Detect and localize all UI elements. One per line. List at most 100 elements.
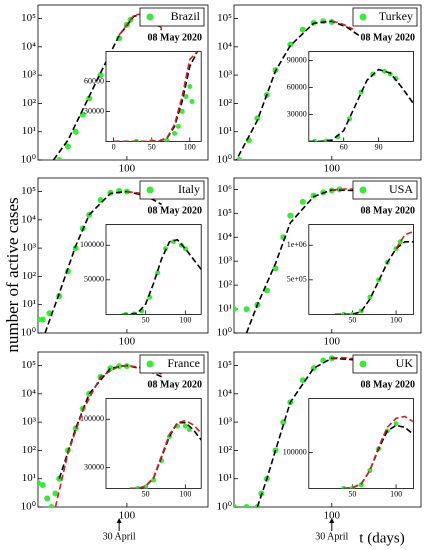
y-tick-label: 10⁰ bbox=[217, 501, 233, 513]
legend-marker bbox=[359, 360, 367, 368]
data-point bbox=[179, 108, 185, 114]
y-tick-label: 1e+06 bbox=[287, 240, 307, 249]
plot-area bbox=[235, 18, 360, 160]
y-tick-label: 10² bbox=[218, 444, 233, 456]
data-point bbox=[234, 504, 237, 507]
y-tick-label: 10⁴ bbox=[21, 213, 36, 225]
y-tick-label: 10⁰ bbox=[217, 327, 233, 339]
data-point bbox=[175, 123, 181, 129]
y-tick-label: 50000 bbox=[84, 275, 104, 284]
date-annotation: 08 May 2020 bbox=[148, 32, 202, 43]
data-point bbox=[52, 490, 59, 497]
data-point bbox=[310, 192, 317, 199]
x-tick-label: 100 bbox=[390, 490, 402, 499]
y-tick-label: 10³ bbox=[218, 416, 233, 428]
fit-line bbox=[235, 20, 360, 160]
fit-line bbox=[113, 51, 198, 142]
legend-box bbox=[352, 354, 418, 374]
y-tick-label: 10¹ bbox=[22, 298, 36, 310]
y-tick-label: 10³ bbox=[22, 69, 37, 81]
data-point bbox=[44, 495, 51, 502]
x-tick-label: 100 bbox=[324, 335, 341, 347]
fit-line bbox=[129, 419, 202, 489]
y-tick-label: 10⁰ bbox=[21, 501, 37, 513]
data-point bbox=[164, 137, 170, 142]
x-tick-label: 50 bbox=[348, 316, 356, 325]
data-point bbox=[287, 212, 294, 219]
data-point bbox=[272, 265, 279, 272]
legend-label: Italy bbox=[178, 182, 200, 196]
y-tick-label: 100000 bbox=[283, 447, 307, 456]
x-tick-label: 0 bbox=[112, 143, 116, 152]
y-tick-label: 10⁴ bbox=[21, 40, 36, 52]
x-tick-label: 50 bbox=[142, 316, 150, 325]
data-point bbox=[243, 306, 250, 313]
data-point bbox=[182, 423, 188, 429]
x-tick-label: 100 bbox=[179, 316, 191, 325]
x-tick-label: 100 bbox=[179, 490, 191, 499]
x-tick-label: 50 bbox=[148, 143, 156, 152]
y-tick-label: 100000 bbox=[80, 240, 104, 249]
y-axis-label: number of active cases bbox=[3, 197, 22, 352]
fit-line bbox=[331, 20, 354, 30]
y-tick-label: 10³ bbox=[218, 255, 233, 267]
plot-area bbox=[121, 238, 202, 315]
data-point bbox=[254, 115, 261, 122]
plot-area bbox=[308, 68, 414, 142]
data-point bbox=[243, 504, 250, 507]
y-tick-label: 10¹ bbox=[22, 472, 36, 484]
x-tick-label: 50 bbox=[142, 490, 150, 499]
data-point bbox=[299, 198, 306, 205]
y-tick-label: 10⁰ bbox=[217, 154, 233, 166]
x-tick-label: 100 bbox=[390, 316, 402, 325]
date-annotation: 08 May 2020 bbox=[361, 32, 415, 43]
fit-line bbox=[334, 240, 414, 315]
data-point bbox=[393, 421, 399, 427]
data-point bbox=[48, 504, 55, 507]
arrow-head bbox=[116, 518, 122, 523]
legend-marker bbox=[146, 186, 154, 194]
inset-frame bbox=[308, 51, 414, 142]
y-tick-label: 10² bbox=[22, 97, 37, 109]
legend-box bbox=[352, 7, 418, 27]
date-annotation: 08 May 2020 bbox=[148, 379, 202, 390]
legend-label: France bbox=[167, 356, 200, 370]
legend-marker bbox=[359, 13, 367, 21]
legend-label: UK bbox=[396, 356, 414, 370]
legend-box bbox=[139, 7, 205, 27]
legend-label: Brazil bbox=[171, 9, 201, 23]
date-annotation: 08 May 2020 bbox=[361, 379, 415, 390]
y-tick-label: 10² bbox=[218, 279, 233, 291]
fit-line bbox=[308, 68, 414, 142]
y-tick-label: 10⁴ bbox=[21, 387, 36, 399]
inset-frame bbox=[105, 224, 202, 315]
inset-frame bbox=[308, 224, 414, 315]
y-tick-label: 10⁰ bbox=[21, 154, 37, 166]
legend-box bbox=[352, 180, 418, 200]
data-point bbox=[56, 157, 63, 160]
y-tick-label: 10⁶ bbox=[217, 183, 232, 195]
x-tick-label: 100 bbox=[324, 162, 341, 174]
y-tick-label: 10² bbox=[22, 270, 37, 282]
data-point bbox=[263, 287, 270, 294]
legend-marker bbox=[359, 186, 367, 194]
y-tick-label: 10¹ bbox=[218, 303, 232, 315]
y-tick-label: 60000 bbox=[287, 82, 307, 91]
legend-box bbox=[139, 180, 205, 200]
legend-box bbox=[139, 354, 205, 374]
data-point bbox=[299, 377, 306, 384]
y-tick-label: 10⁵ bbox=[217, 207, 232, 219]
data-point bbox=[64, 143, 71, 150]
x-tick-label: 50 bbox=[348, 490, 356, 499]
y-tick-label: 10⁵ bbox=[217, 359, 232, 371]
y-tick-label: 10¹ bbox=[218, 472, 232, 484]
data-point bbox=[39, 481, 46, 488]
legend-marker bbox=[146, 13, 154, 21]
x-tick-label: 100 bbox=[324, 509, 341, 521]
fit-line bbox=[126, 190, 147, 196]
fit-line bbox=[343, 415, 414, 489]
data-point bbox=[287, 41, 294, 48]
plot-area bbox=[341, 415, 414, 489]
y-tick-label: 10² bbox=[218, 97, 233, 109]
